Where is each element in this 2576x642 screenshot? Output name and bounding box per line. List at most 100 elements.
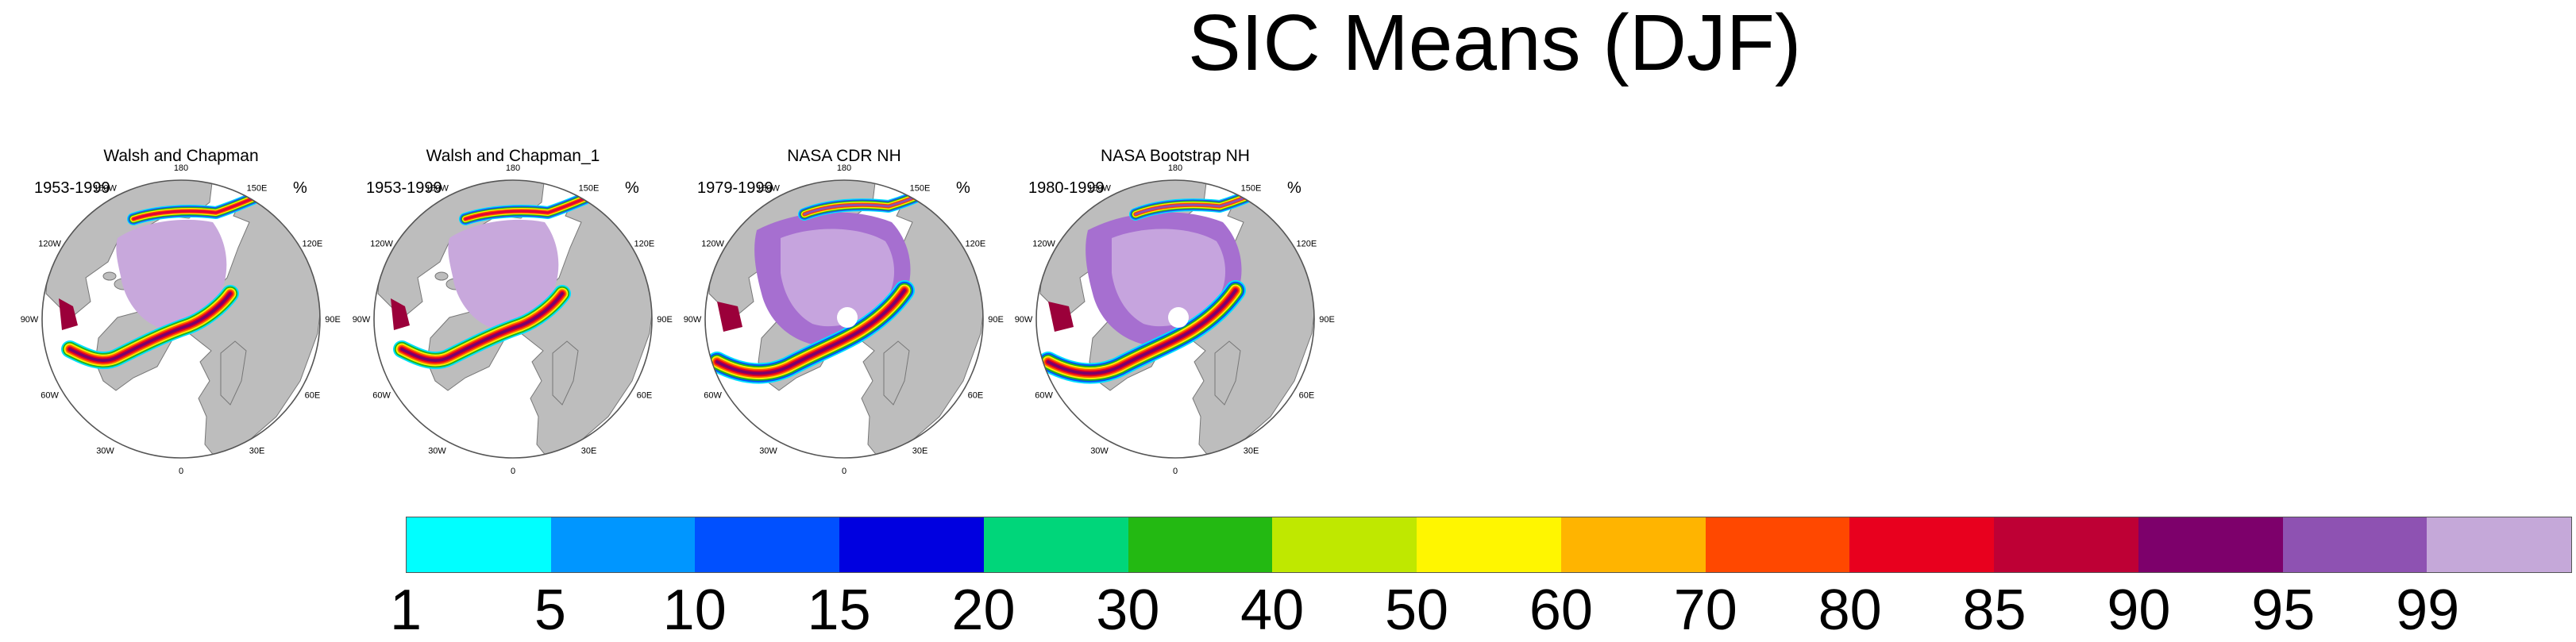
scandinavia-land	[552, 340, 579, 406]
colorbar-box	[1560, 517, 1706, 572]
longitude-label: 150E	[910, 184, 931, 194]
longitude-label: 30E	[581, 446, 597, 456]
colorbar-label: 95	[2251, 579, 2316, 642]
colorbar-label: 1	[389, 579, 422, 642]
longitude-label: 180	[837, 163, 851, 173]
pole-hole	[837, 307, 858, 328]
map-panel-1: 180 150E 120E 90E 60E 30E 0 30W 60W 90W 120W 150W Wa…	[21, 143, 341, 476]
longitude-label: 30W	[96, 446, 114, 456]
colorbar-box	[1128, 517, 1273, 572]
pole-hole	[1168, 307, 1189, 328]
longitude-label: 60E	[637, 391, 653, 401]
scandinavia-land	[883, 340, 910, 406]
longitude-label: 90W	[684, 315, 702, 325]
colorbar-label: 10	[662, 579, 727, 642]
longitude-label: 120W	[38, 240, 61, 249]
colorbar-box	[407, 517, 551, 572]
map-boundary	[41, 179, 321, 459]
colorbar-box	[1705, 517, 1850, 572]
colorbar-box	[839, 517, 984, 572]
colorbar	[406, 517, 2572, 573]
colorbar-box	[1994, 517, 2138, 572]
colorbar-label: 90	[2107, 579, 2171, 642]
panel-title: Walsh and Chapman_1	[426, 147, 600, 165]
colorbar-label: 5	[534, 579, 566, 642]
longitude-label: 90W	[21, 315, 39, 325]
map-panel-3: 180 150E 120E 90E 60E 30E 0 30W 60W 90W 120W 150W NA…	[684, 143, 1004, 476]
longitude-label: 150E	[247, 184, 268, 194]
longitude-label: 0	[179, 467, 183, 476]
map-content	[705, 180, 983, 458]
sea-ice-inner	[781, 229, 895, 327]
sea-ice-inner	[1112, 229, 1226, 327]
map-boundary	[1035, 179, 1315, 459]
longitude-label: 30E	[912, 446, 928, 456]
panel-period: 1953-1999	[34, 179, 110, 197]
longitude-label: 180	[174, 163, 188, 173]
colorbar-box	[1272, 517, 1417, 572]
colorbar-label: 20	[951, 579, 1016, 642]
longitude-label: 90E	[988, 315, 1004, 325]
eurasia-land	[500, 180, 652, 458]
polar-map: 180 150E 120E 90E 60E 30E 0 30W 60W 90W 120W 150W	[21, 163, 341, 476]
colorbar-box	[1849, 517, 1995, 572]
longitude-label: 90E	[325, 315, 341, 325]
panel-units: %	[293, 179, 307, 197]
panel-title: NASA CDR NH	[787, 147, 901, 165]
longitude-label: 150E	[579, 184, 600, 194]
longitude-label: 150E	[1241, 184, 1262, 194]
longitude-label: 60E	[305, 391, 321, 401]
island-land	[434, 271, 449, 281]
island-land	[102, 271, 117, 281]
map-panel-4: 180 150E 120E 90E 60E 30E 0 30W 60W 90W 120W 150W NA…	[1015, 143, 1335, 476]
ice-edge-stroke	[715, 289, 906, 375]
ice-patch	[59, 298, 78, 330]
colorbar-label: 60	[1529, 579, 1593, 642]
sea-ice-core	[448, 219, 559, 328]
longitude-label: 0	[1173, 467, 1178, 476]
panel-units: %	[956, 179, 970, 197]
panel-units: %	[1287, 179, 1301, 197]
longitude-label: 180	[506, 163, 520, 173]
map-boundary	[373, 179, 653, 459]
longitude-label: 30E	[249, 446, 265, 456]
ice-edge-stroke	[1047, 289, 1237, 375]
ice-edge-stroke	[400, 292, 564, 362]
colorbar-label: 30	[1096, 579, 1160, 642]
ice-edge-band	[707, 280, 915, 384]
longitude-label: 90W	[353, 315, 371, 325]
eurasia-land	[168, 180, 320, 458]
longitude-label: 120E	[966, 240, 986, 249]
longitude-label: 90E	[1319, 315, 1335, 325]
longitude-label: 90W	[1015, 315, 1033, 325]
ice-edge-band	[459, 189, 599, 225]
ice-edge-band	[393, 285, 571, 370]
colorbar-box	[550, 517, 696, 572]
longitude-label: 120E	[303, 240, 323, 249]
map-panel-2: 180 150E 120E 90E 60E 30E 0 30W 60W 90W 120W 150W Wa…	[353, 143, 673, 476]
colorbar-label: 99	[2396, 579, 2460, 642]
colorbar-box	[2427, 517, 2572, 572]
longitude-label: 60W	[40, 391, 59, 401]
longitude-label: 30E	[1244, 446, 1259, 456]
longitude-label: 120W	[1032, 240, 1055, 249]
longitude-label: 150W	[757, 184, 780, 194]
longitude-label: 120W	[370, 240, 393, 249]
polar-map: 180 150E 120E 90E 60E 30E 0 30W 60W 90W 120W 150W	[353, 163, 673, 476]
panel-title: Walsh and Chapman	[103, 147, 259, 165]
longitude-label: 150W	[426, 184, 449, 194]
panel-units: %	[625, 179, 639, 197]
longitude-label: 150W	[1088, 184, 1111, 194]
colorbar-box	[2282, 517, 2428, 572]
longitude-label: 30W	[759, 446, 777, 456]
colorbar-label: 15	[807, 579, 871, 642]
colorbar-box	[983, 517, 1128, 572]
ice-patch	[717, 302, 742, 332]
ice-edge-band	[1038, 280, 1246, 384]
colorbar-box	[1417, 517, 1561, 572]
ice-edge-band	[127, 189, 267, 225]
longitude-label: 60E	[968, 391, 984, 401]
longitude-label: 30W	[1090, 446, 1109, 456]
longitude-label: 0	[511, 467, 515, 476]
map-boundary	[704, 179, 984, 459]
